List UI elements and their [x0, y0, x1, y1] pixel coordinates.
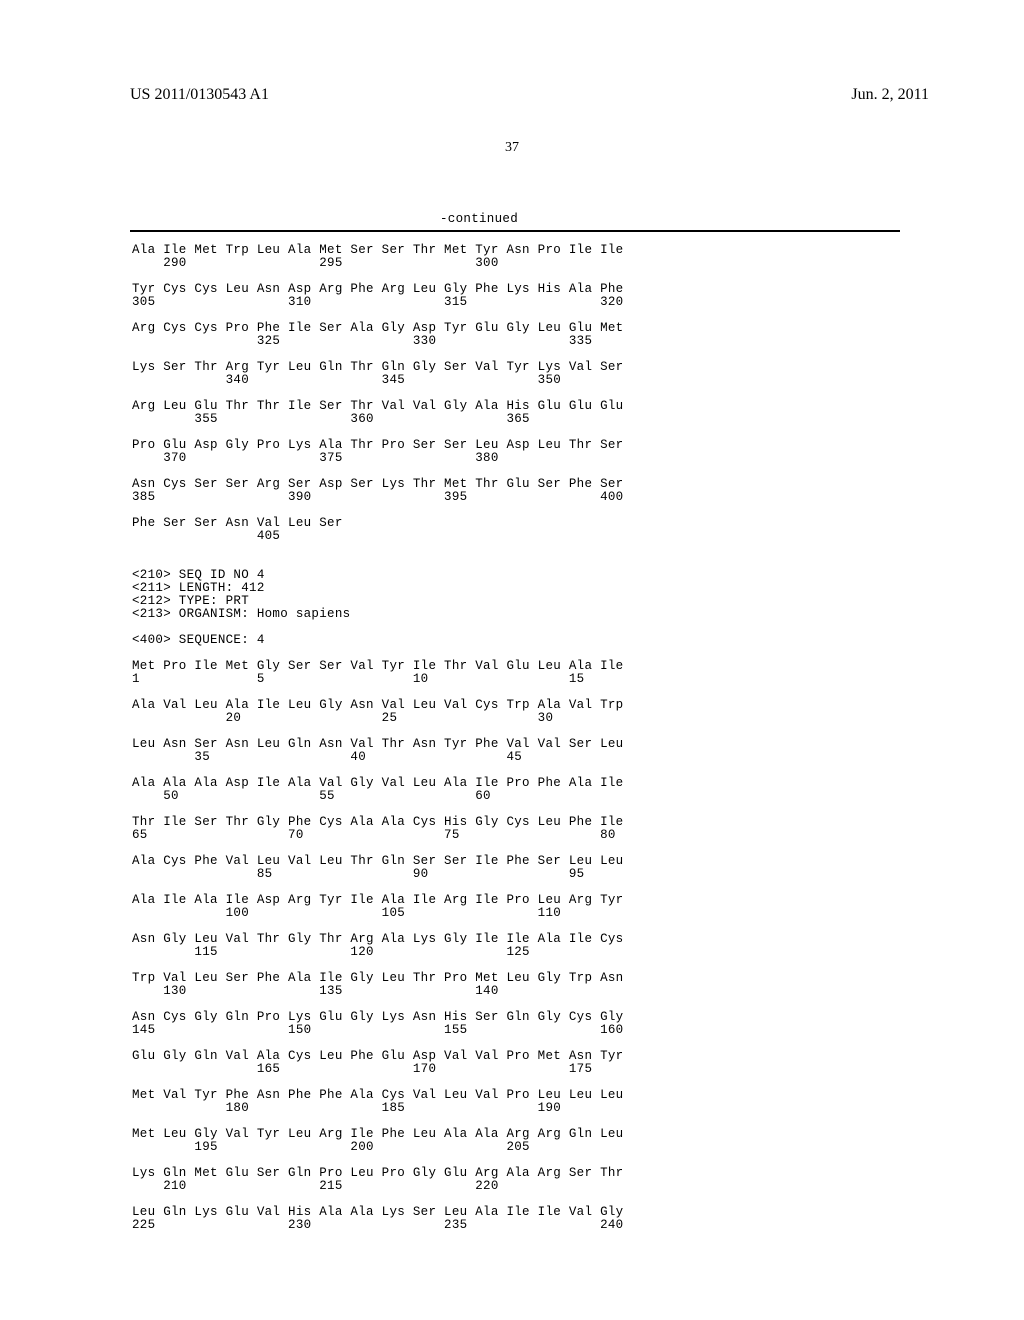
page-number: 37 — [0, 140, 1024, 156]
rule-top — [130, 230, 900, 232]
publication-date: Jun. 2, 2011 — [851, 86, 929, 104]
sequence-listing: Ala Ile Met Trp Leu Ala Met Ser Ser Thr … — [132, 244, 623, 1232]
continued-label: -continued — [440, 212, 518, 226]
patent-page: US 2011/0130543 A1 Jun. 2, 2011 37 -cont… — [0, 0, 1024, 1320]
publication-number: US 2011/0130543 A1 — [130, 86, 269, 104]
